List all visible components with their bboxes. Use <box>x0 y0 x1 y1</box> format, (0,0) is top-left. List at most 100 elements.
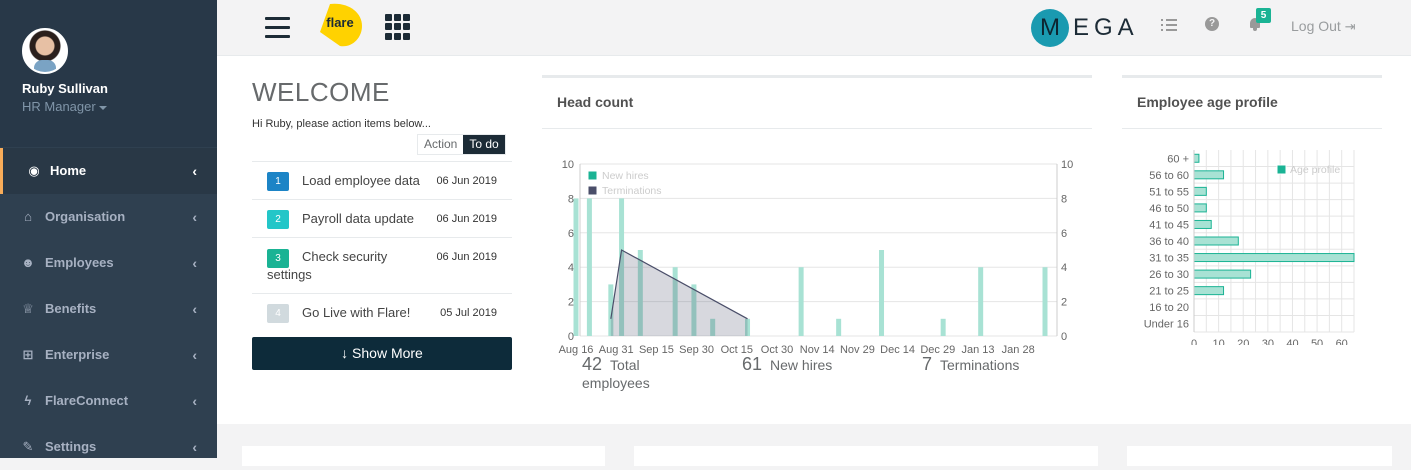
stat-new-hires: 61 New hires <box>742 354 902 375</box>
bottom-card-1 <box>242 446 605 466</box>
x-tick: Aug 31 <box>599 344 634 356</box>
welcome-title: WELCOME <box>252 77 390 107</box>
task-number-badge: 4 <box>267 304 289 323</box>
welcome-subtitle: Hi Ruby, please action items below... <box>252 118 431 130</box>
action-todo-toggle: Action To do <box>417 134 506 155</box>
task-text: Go Live with Flare! <box>302 305 411 320</box>
legend-age: Age profile <box>1290 164 1340 176</box>
menu-toggle-button[interactable] <box>265 17 290 38</box>
logout-button[interactable]: Log Out ⇥ <box>1291 18 1356 35</box>
legend-swatch-age <box>1276 164 1287 175</box>
task-row[interactable]: 3 Check security settings 06 Jun 2019 <box>252 237 512 293</box>
task-row[interactable]: 2 Payroll data update 06 Jun 2019 <box>252 199 512 237</box>
bar-age <box>1193 203 1207 213</box>
y-tick-right: 10 <box>1061 159 1073 171</box>
sidebar-item-flareconnect[interactable]: ϟ FlareConnect ‹ <box>0 378 217 424</box>
bar-new-hires <box>978 267 984 336</box>
chevron-left-icon: ‹ <box>192 163 197 179</box>
task-text: Payroll data update <box>302 211 415 226</box>
sidebar-item-label: Home <box>50 163 87 178</box>
headcount-chart: 0 0 2 2 4 4 6 6 8 8 10 10 Aug 16 Aug 31 Sep 15 Sep 30 Oc… <box>559 159 1074 356</box>
sidebar-item-employees[interactable]: ☻ Employees ‹ <box>0 240 217 286</box>
task-row[interactable]: 1 Load employee data 06 Jun 2019 <box>252 161 512 199</box>
help-icon[interactable]: ? <box>1205 17 1219 31</box>
sidebar-item-enterprise[interactable]: ⊞ Enterprise ‹ <box>0 332 217 378</box>
flare-logo[interactable]: flare <box>318 2 364 48</box>
sidebar-item-label: Benefits <box>45 301 97 316</box>
bar-new-hires <box>637 250 643 336</box>
bell-icon[interactable] <box>1249 18 1261 31</box>
stat-value: 61 <box>742 354 763 374</box>
x-tick: 0 <box>1191 338 1197 345</box>
todo-toggle-button[interactable]: To do <box>463 135 505 154</box>
mega-logo-text: EGA <box>1073 14 1139 41</box>
stat-value: 7 <box>922 354 933 374</box>
bar-new-hires <box>879 250 885 336</box>
arrow-down-icon: ↓ <box>341 345 349 361</box>
svg-text:flare: flare <box>326 15 353 30</box>
legend-swatch-terminations <box>587 185 598 196</box>
y-tick: 46 to 50 <box>1149 203 1189 215</box>
bar-new-hires <box>619 198 625 336</box>
x-tick: 20 <box>1237 338 1249 345</box>
notification-badge: 5 <box>1256 8 1271 23</box>
main-content: WELCOME Hi Ruby, please action items bel… <box>217 56 1411 424</box>
apps-grid-icon[interactable] <box>385 14 411 40</box>
y-tick-left: 6 <box>568 228 574 240</box>
plug-icon: ϟ <box>24 393 32 408</box>
profile-panel: Ruby Sullivan HR Manager <box>0 0 217 147</box>
y-tick: 21 to 25 <box>1149 286 1189 298</box>
y-tick-left: 8 <box>568 193 574 205</box>
bottom-card-2 <box>634 446 1098 466</box>
y-tick: 41 to 45 <box>1149 219 1189 231</box>
task-number-badge: 3 <box>267 249 289 268</box>
sidebar-item-benefits[interactable]: ♕ Benefits ‹ <box>0 286 217 332</box>
sitemap-icon: ⊞ <box>22 347 34 362</box>
bar-new-hires <box>836 318 842 336</box>
avatar[interactable] <box>22 28 68 74</box>
task-number-badge: 1 <box>267 172 289 191</box>
line-terminations <box>610 249 748 320</box>
task-list: 1 Load employee data 06 Jun 2019 2 Payroll d… <box>252 161 512 331</box>
stat-label: Terminations <box>940 357 1020 373</box>
sidebar-item-organisation[interactable]: ⌂ Organisation ‹ <box>0 194 217 240</box>
y-tick: 16 to 20 <box>1149 302 1189 314</box>
list-icon[interactable] <box>1161 17 1177 31</box>
chevron-left-icon: ‹ <box>192 301 197 317</box>
chevron-left-icon: ‹ <box>192 393 197 409</box>
y-tick-right: 4 <box>1061 262 1067 274</box>
profile-role-dropdown[interactable]: HR Manager <box>22 99 107 114</box>
sidebar: Ruby Sullivan HR Manager ◉ Home ‹ ⌂ Organisa… <box>0 0 217 458</box>
trophy-icon: ♕ <box>22 301 34 316</box>
profile-name: Ruby Sullivan <box>22 81 108 96</box>
x-tick: Oct 15 <box>721 344 753 356</box>
bar-age <box>1193 269 1252 279</box>
sidebar-item-label: FlareConnect <box>45 393 129 408</box>
bar-new-hires <box>798 267 804 336</box>
sidebar-item-settings[interactable]: ✎ Settings ‹ <box>0 424 217 470</box>
x-tick: Nov 29 <box>840 344 875 356</box>
profile-role: HR Manager <box>22 99 96 114</box>
x-tick: 10 <box>1212 338 1224 345</box>
x-tick: Nov 14 <box>800 344 835 356</box>
x-tick: Jan 13 <box>961 344 994 356</box>
show-more-button[interactable]: ↓ Show More <box>252 337 512 370</box>
task-date: 06 Jun 2019 <box>436 175 497 187</box>
task-number-badge: 2 <box>267 210 289 229</box>
x-tick: 50 <box>1311 338 1323 345</box>
sidebar-item-label: Settings <box>45 439 97 454</box>
caret-down-icon <box>98 105 107 110</box>
action-toggle-button[interactable]: Action <box>424 137 458 151</box>
chevron-left-icon: ‹ <box>192 439 197 455</box>
task-text: Load employee data <box>302 173 420 188</box>
task-row[interactable]: 4 Go Live with Flare! 05 Jul 2019 <box>252 293 512 331</box>
bar-age <box>1193 153 1200 163</box>
sidebar-item-label: Employees <box>45 255 114 270</box>
institution-icon: ⌂ <box>24 209 32 224</box>
sidebar-item-home[interactable]: ◉ Home ‹ <box>0 148 217 194</box>
stat-terminations: 7 Terminations <box>922 354 1082 375</box>
headcount-legend: New hires Terminations <box>587 170 662 197</box>
bar-age <box>1193 219 1212 229</box>
y-tick-left: 0 <box>568 331 574 343</box>
chevron-left-icon: ‹ <box>192 255 197 271</box>
